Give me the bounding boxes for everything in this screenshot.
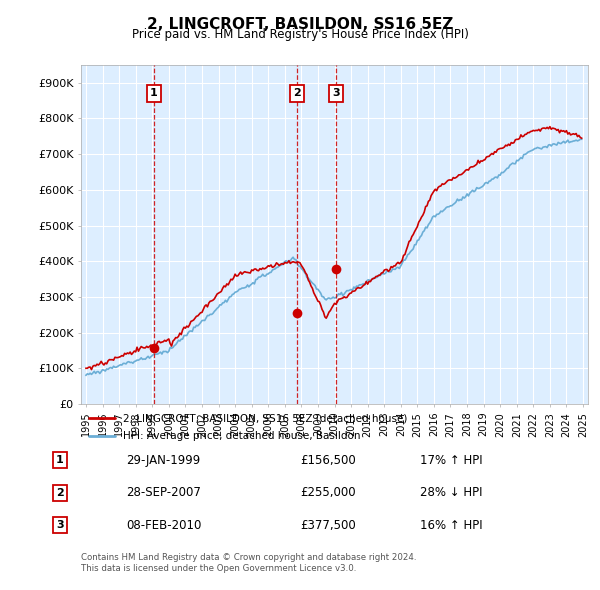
Text: 29-JAN-1999: 29-JAN-1999 — [126, 454, 200, 467]
Text: 17% ↑ HPI: 17% ↑ HPI — [420, 454, 482, 467]
Text: 3: 3 — [56, 520, 64, 530]
Text: 3: 3 — [332, 88, 340, 99]
Text: 2: 2 — [293, 88, 301, 99]
Text: £255,000: £255,000 — [300, 486, 356, 499]
Text: £156,500: £156,500 — [300, 454, 356, 467]
Text: 2, LINGCROFT, BASILDON, SS16 5EZ: 2, LINGCROFT, BASILDON, SS16 5EZ — [147, 17, 453, 31]
Text: Contains HM Land Registry data © Crown copyright and database right 2024.
This d: Contains HM Land Registry data © Crown c… — [81, 553, 416, 573]
Text: 1: 1 — [56, 455, 64, 465]
Text: 28% ↓ HPI: 28% ↓ HPI — [420, 486, 482, 499]
Text: £377,500: £377,500 — [300, 519, 356, 532]
Text: 28-SEP-2007: 28-SEP-2007 — [126, 486, 201, 499]
Text: 2: 2 — [56, 488, 64, 497]
Text: 2, LINGCROFT, BASILDON, SS16 5EZ (detached house): 2, LINGCROFT, BASILDON, SS16 5EZ (detach… — [122, 413, 407, 423]
Text: 1: 1 — [149, 88, 157, 99]
Text: 16% ↑ HPI: 16% ↑ HPI — [420, 519, 482, 532]
Text: Price paid vs. HM Land Registry's House Price Index (HPI): Price paid vs. HM Land Registry's House … — [131, 28, 469, 41]
Text: 08-FEB-2010: 08-FEB-2010 — [126, 519, 202, 532]
Text: HPI: Average price, detached house, Basildon: HPI: Average price, detached house, Basi… — [122, 431, 360, 441]
